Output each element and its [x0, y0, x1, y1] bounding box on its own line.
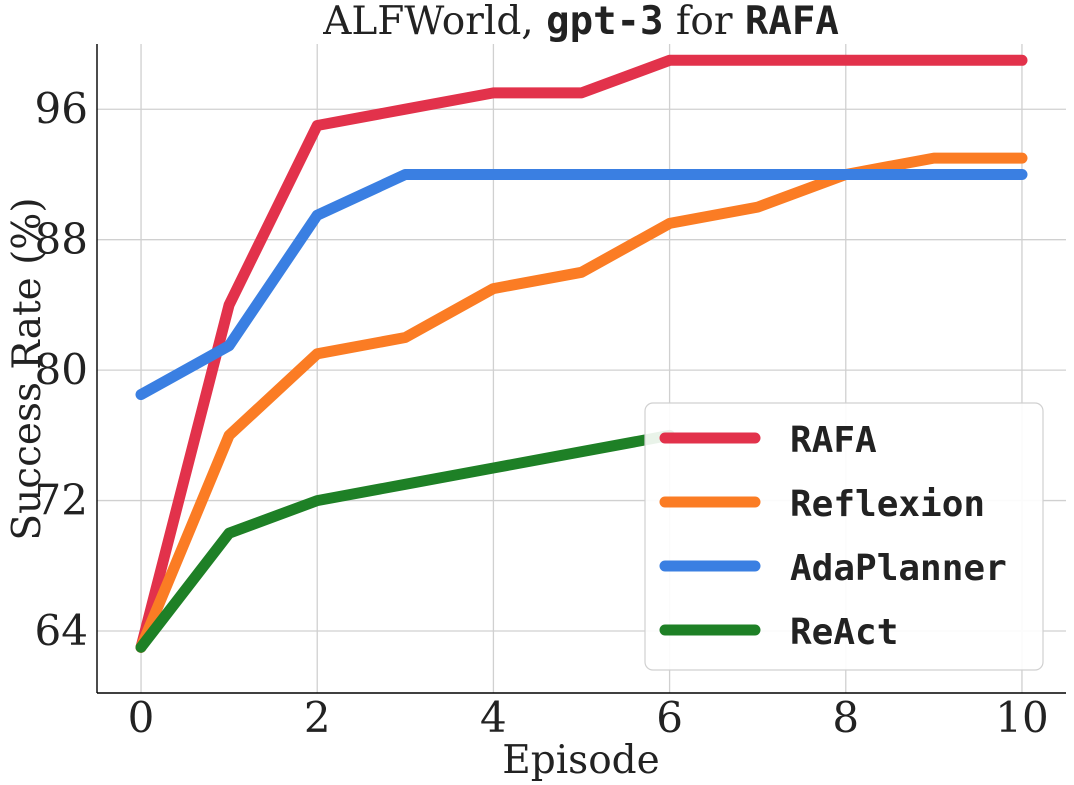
y-tick-label-2: 80 [35, 345, 88, 394]
x-tick-labels: 0 2 4 6 8 10 [128, 693, 1049, 742]
y-axis-label: Success Rate (%) [5, 197, 50, 540]
x-axis-label: Episode [502, 738, 659, 783]
y-tick-labels: 64 72 80 88 96 [35, 84, 88, 655]
y-tick-label-0: 64 [35, 606, 88, 655]
series-line-react [135, 429, 676, 653]
legend-label-reflexion: Reflexion [790, 484, 985, 525]
x-tick-label-0: 0 [128, 693, 155, 742]
legend-label-rafa: RAFA [790, 420, 877, 461]
y-tick-label-4: 96 [35, 84, 88, 133]
series-line-rafa [135, 54, 1028, 653]
y-tick-label-1: 72 [35, 476, 88, 525]
x-tick-label-2: 4 [480, 693, 507, 742]
y-tick-label-3: 88 [35, 215, 88, 264]
series-lines [135, 54, 1028, 653]
x-tick-label-3: 6 [656, 693, 683, 742]
axes [96, 44, 1066, 694]
legend-box [644, 402, 1044, 671]
legend-label-react: ReAct [790, 612, 898, 653]
chart-title: ALFWorld, gpt-3 for RAFA [322, 0, 839, 44]
x-tick-label-4: 8 [832, 693, 859, 742]
legend: RAFA Reflexion AdaPlanner ReAct [644, 402, 1044, 671]
x-tick-label-1: 2 [304, 693, 331, 742]
series-line-adaplanner [135, 169, 1028, 401]
grid-lines [97, 44, 1066, 693]
title-model-name: gpt-3 [546, 0, 663, 44]
title-text-1: ALFWorld, [322, 0, 546, 44]
title-method-name: RAFA [745, 0, 839, 44]
title-text-2: for [664, 0, 745, 44]
legend-items: RAFA Reflexion AdaPlanner ReAct [659, 420, 1007, 653]
legend-label-adaplanner: AdaPlanner [790, 548, 1007, 589]
x-tick-label-5: 10 [995, 693, 1048, 742]
